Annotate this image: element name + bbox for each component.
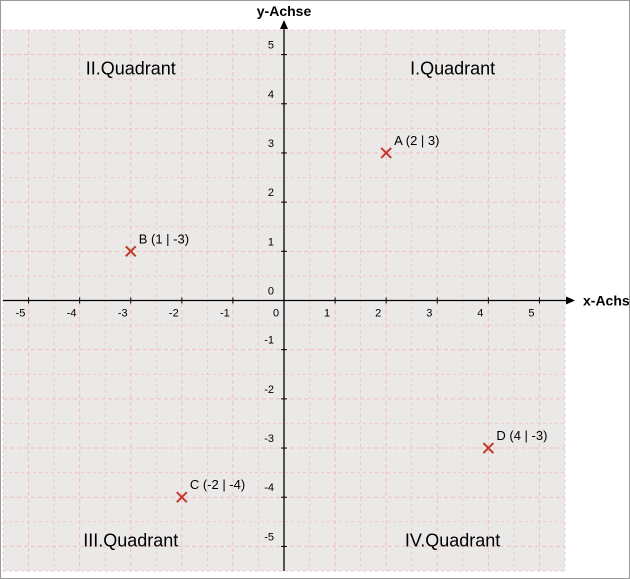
x-tick-label: -3 (118, 308, 128, 320)
y-tick-label: 3 (268, 138, 274, 150)
y-tick-label: 2 (268, 187, 274, 199)
x-tick-label: 3 (426, 308, 432, 320)
y-tick-label: -5 (264, 531, 274, 543)
x-tick-label: 4 (477, 308, 483, 320)
quadrant-3-label: III.Quadrant (83, 530, 178, 550)
y-tick-label: 1 (268, 236, 274, 248)
x-axis-label: x-Achse (583, 293, 630, 309)
point-label-C: C (-2 | -4) (190, 477, 245, 492)
x-tick-label: -4 (67, 308, 77, 320)
x-tick-label: 0 (273, 308, 279, 320)
x-tick-label: -2 (169, 308, 179, 320)
y-tick-label: 0 (268, 286, 274, 298)
quadrant-4-label: IV.Quadrant (405, 530, 500, 550)
x-tick-label: 1 (324, 308, 330, 320)
y-tick-label: -3 (264, 433, 274, 445)
y-tick-label: -1 (264, 335, 274, 347)
y-tick-label: -4 (264, 482, 274, 494)
x-tick-label: 2 (375, 308, 381, 320)
point-label-D: D (4 | -3) (496, 428, 547, 443)
point-label-A: A (2 | 3) (394, 133, 439, 148)
x-tick-label: -5 (16, 308, 26, 320)
y-tick-label: -2 (264, 384, 274, 396)
x-tick-label: 5 (528, 308, 534, 320)
quadrant-2-label: II.Quadrant (86, 58, 176, 78)
y-tick-label: 4 (268, 89, 274, 101)
x-tick-label: -1 (220, 308, 230, 320)
y-axis-label: y-Achse (257, 3, 312, 19)
chart-svg: -5 -5 -4 -4 -3 -3 -2 -2 -1 -1 0 0 1 1 2 2 3 3 4 4 5 5 x-Achse y… (0, 0, 630, 579)
y-tick-label: 5 (268, 40, 274, 52)
point-label-B: B (1 | -3) (139, 231, 189, 246)
quadrant-1-label: I.Quadrant (410, 58, 495, 78)
coordinate-system-chart: -5 -5 -4 -4 -3 -3 -2 -2 -1 -1 0 0 1 1 2 2 3 3 4 4 5 5 x-Achse y… (0, 0, 630, 579)
